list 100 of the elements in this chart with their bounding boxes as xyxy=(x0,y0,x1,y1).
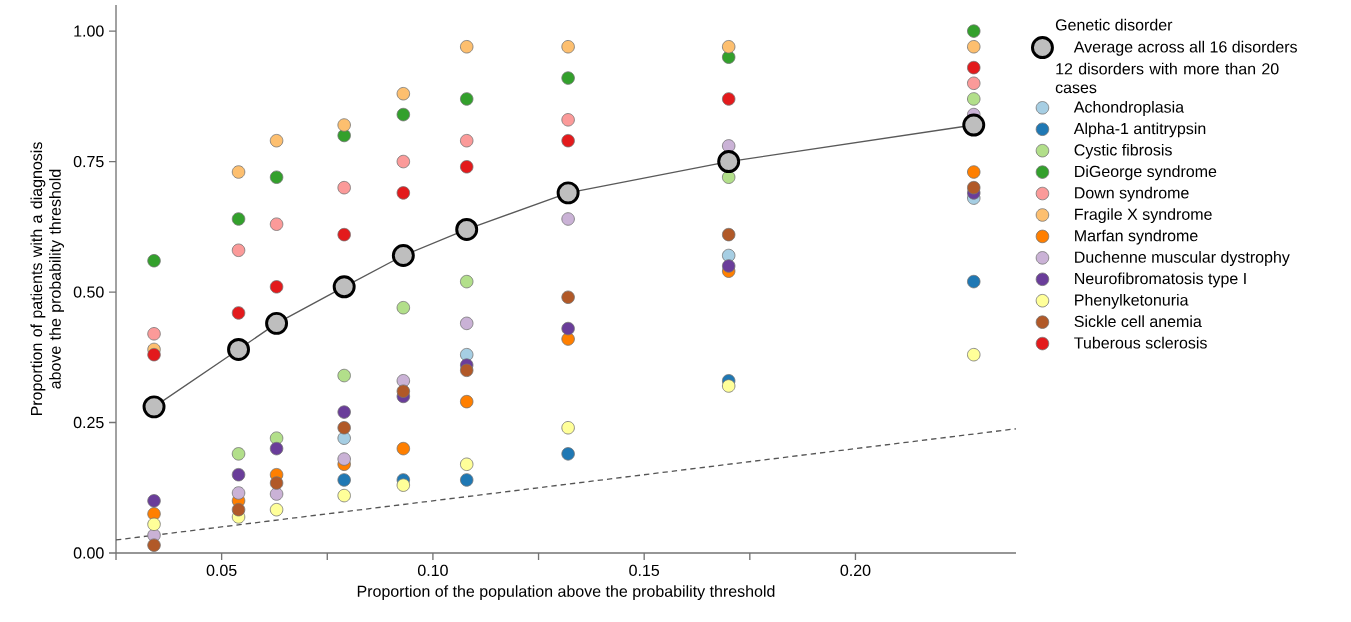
point xyxy=(147,347,161,362)
y-tick-label: 1.00 xyxy=(74,25,104,37)
legend-label: Fragile X syndrome xyxy=(1075,208,1212,224)
point xyxy=(269,280,284,294)
point xyxy=(967,274,981,289)
legend-label: Neurofibromatosis type I xyxy=(1075,272,1246,288)
point xyxy=(561,71,575,85)
point xyxy=(721,92,736,106)
legend-label: Phenylketonuria xyxy=(1075,293,1189,309)
point xyxy=(721,40,736,54)
point xyxy=(460,40,474,54)
point xyxy=(460,363,474,378)
point xyxy=(231,468,246,482)
legend-label: Marfan syndrome xyxy=(1075,229,1198,245)
point xyxy=(231,306,246,320)
x-tick-label: 0.20 xyxy=(840,564,871,577)
point xyxy=(561,421,575,435)
point xyxy=(561,212,575,226)
x-tick-label: 0.10 xyxy=(417,564,448,577)
x-tick-label: 0.05 xyxy=(206,564,237,577)
x-tick-label: 0.15 xyxy=(629,564,660,577)
point xyxy=(269,502,284,517)
point xyxy=(967,92,981,106)
point xyxy=(396,384,411,398)
point xyxy=(337,452,351,466)
point xyxy=(337,118,351,132)
point xyxy=(967,24,981,38)
point xyxy=(231,165,246,179)
point xyxy=(337,488,351,503)
point xyxy=(561,134,575,148)
point xyxy=(265,311,289,335)
point xyxy=(962,113,986,137)
point xyxy=(556,181,580,205)
point xyxy=(967,180,981,195)
point xyxy=(337,405,351,419)
point xyxy=(396,301,411,315)
point xyxy=(561,321,575,336)
point xyxy=(269,217,284,231)
point xyxy=(460,92,474,106)
y-axis-title: Proportion of patients with a diagnosis above the probability threshold xyxy=(30,142,65,416)
point xyxy=(396,154,411,169)
point xyxy=(396,441,411,456)
point xyxy=(337,421,351,435)
point xyxy=(391,244,415,267)
legend-label: Down syndrome xyxy=(1075,186,1189,202)
point xyxy=(561,290,575,304)
point xyxy=(147,494,161,508)
y-tick-label: 0.50 xyxy=(73,286,104,298)
point xyxy=(396,186,411,200)
point xyxy=(231,212,246,226)
y-tick-label: 0.25 xyxy=(73,416,104,429)
point xyxy=(967,60,981,75)
point xyxy=(460,473,474,487)
point xyxy=(337,368,351,383)
point xyxy=(460,274,474,289)
point xyxy=(721,259,736,273)
point xyxy=(396,478,411,492)
point xyxy=(721,139,736,153)
legend-label: Duchenne muscular dystrophy xyxy=(1075,251,1290,266)
point xyxy=(721,227,736,242)
point xyxy=(717,150,741,174)
point xyxy=(455,217,479,241)
point xyxy=(967,347,981,362)
point xyxy=(231,486,246,500)
legend-label: Alpha-1 antitrypsin xyxy=(1073,122,1206,138)
point xyxy=(147,517,161,531)
point xyxy=(269,134,284,148)
point xyxy=(147,327,161,341)
point xyxy=(337,473,351,487)
text: 12 disorders with more than 20 cases xyxy=(1055,62,1279,94)
legend-label: Average across all 16 disorders xyxy=(1073,40,1297,56)
point xyxy=(269,170,284,184)
point xyxy=(561,447,575,461)
point xyxy=(561,332,575,346)
legend-title: Genetic disorder xyxy=(1055,18,1173,31)
point xyxy=(337,180,351,195)
legend-label: Cystic fibrosis xyxy=(1074,143,1172,159)
point xyxy=(561,40,575,54)
point xyxy=(231,502,246,517)
point xyxy=(396,87,411,101)
legend-label: Tuberous sclerosis xyxy=(1074,336,1207,349)
point xyxy=(967,165,981,179)
point xyxy=(561,113,575,127)
point xyxy=(460,457,474,471)
point xyxy=(337,227,351,242)
point xyxy=(967,76,981,90)
point xyxy=(396,107,411,122)
point xyxy=(147,538,161,552)
point xyxy=(227,337,251,361)
y-tick-label: 0.00 xyxy=(73,547,104,559)
point xyxy=(231,447,246,461)
point xyxy=(142,395,166,419)
legend-label: Sickle cell anemia xyxy=(1074,315,1202,328)
point xyxy=(460,134,474,148)
point xyxy=(269,441,284,456)
point xyxy=(721,170,736,184)
point xyxy=(332,275,356,299)
point xyxy=(147,254,161,268)
point xyxy=(231,243,246,257)
point xyxy=(460,316,474,331)
